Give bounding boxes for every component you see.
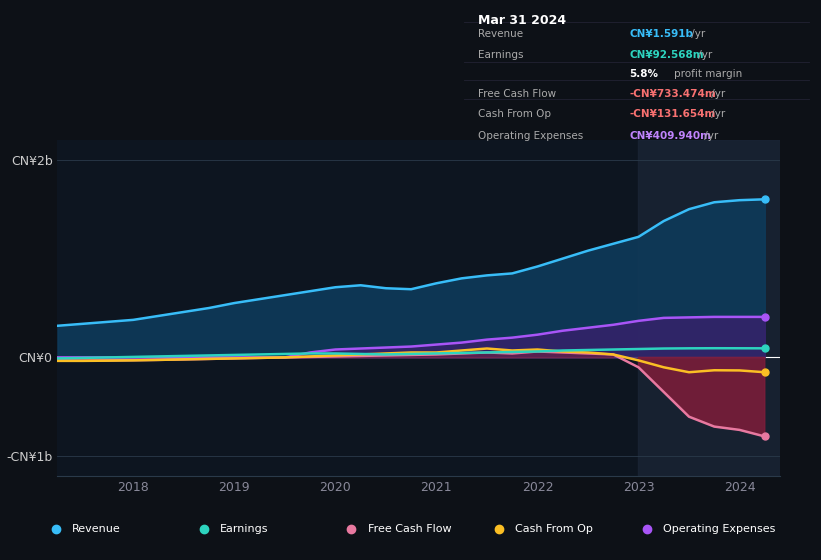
Text: /yr: /yr (708, 89, 725, 99)
Text: /yr: /yr (708, 109, 725, 119)
Text: Cash From Op: Cash From Op (516, 524, 594, 534)
Text: Cash From Op: Cash From Op (478, 109, 551, 119)
Text: CN¥1.591b: CN¥1.591b (630, 30, 694, 39)
Text: Operating Expenses: Operating Expenses (663, 524, 776, 534)
Text: Earnings: Earnings (478, 50, 523, 60)
Text: Free Cash Flow: Free Cash Flow (478, 89, 556, 99)
Text: Mar 31 2024: Mar 31 2024 (478, 14, 566, 27)
Text: Operating Expenses: Operating Expenses (478, 132, 583, 141)
Text: /yr: /yr (695, 50, 712, 60)
Text: profit margin: profit margin (674, 69, 742, 78)
Text: Revenue: Revenue (478, 30, 523, 39)
Text: CN¥409.940m: CN¥409.940m (630, 132, 711, 141)
Text: CN¥92.568m: CN¥92.568m (630, 50, 704, 60)
Bar (639, 140, 780, 476)
Text: -CN¥733.474m: -CN¥733.474m (630, 89, 716, 99)
Text: /yr: /yr (701, 132, 718, 141)
Text: Earnings: Earnings (220, 524, 268, 534)
Text: Free Cash Flow: Free Cash Flow (368, 524, 452, 534)
Text: 5.8%: 5.8% (630, 69, 658, 78)
Text: -CN¥131.654m: -CN¥131.654m (630, 109, 716, 119)
Text: /yr: /yr (688, 30, 705, 39)
Text: Revenue: Revenue (72, 524, 121, 534)
